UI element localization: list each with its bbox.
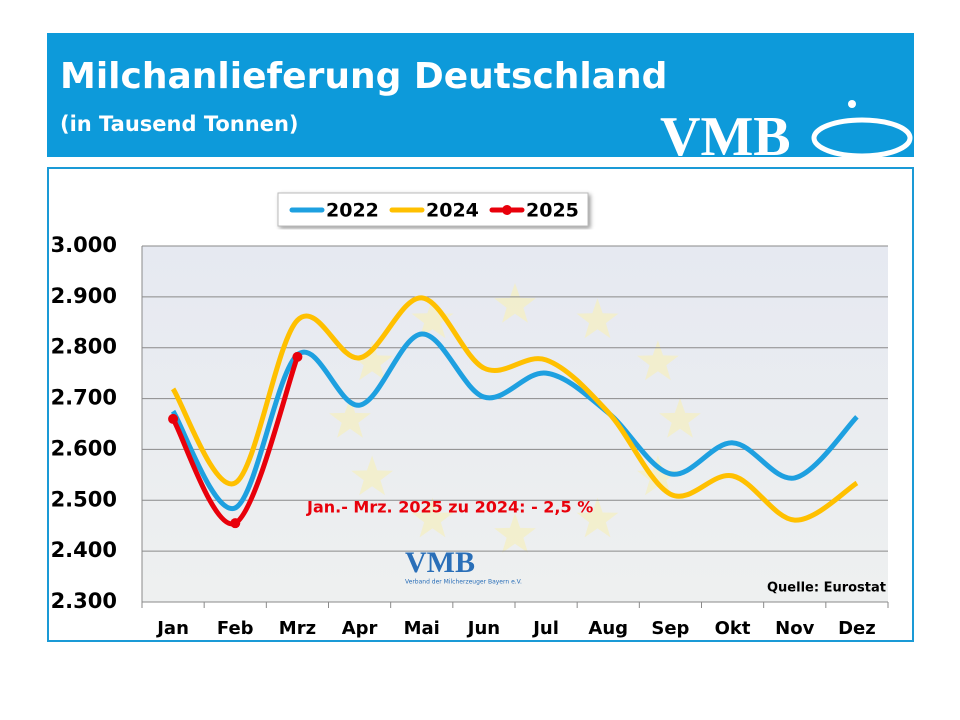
star [576,497,619,538]
y-tick-label: 2.700 [51,386,117,410]
x-tick-label: Jun [466,618,500,639]
x-tick-label: Jul [531,618,559,639]
source: Quelle: Eurostat [767,581,886,596]
x-tick-label: Dez [838,618,876,639]
star [351,340,394,381]
star [329,398,371,438]
series-line [170,331,859,511]
x-tick-label: Okt [715,618,751,639]
x-tick-label: Mai [404,618,440,639]
logo-swoosh [811,117,913,157]
star [636,340,679,381]
x-tick-label: Feb [217,618,254,639]
star [659,398,701,438]
y-tick-label: 2.400 [51,538,117,562]
logo-dot [848,100,856,108]
series-marker [230,518,241,529]
logo: VMB [660,106,791,168]
y-tick-label: 2.800 [51,335,117,359]
annotation: Jan.- Mrz. 2025 zu 2024: - 2,5 % [306,498,593,517]
star [351,455,394,496]
star [494,283,536,323]
y-tick-label: 2.900 [51,284,117,308]
eu-stars [329,283,701,553]
series-line [170,295,859,523]
star [636,455,679,496]
star [411,497,454,538]
legend [277,192,589,227]
watermark-logo: VMB [405,546,475,579]
y-tick-label: 2.300 [51,589,117,613]
y-tick-label: 2.500 [51,487,117,511]
header [47,33,914,157]
star [494,513,536,553]
legend-label: 2024 [426,200,479,222]
x-tick-label: Jan [155,618,189,639]
subtitle: (in Tausend Tonnen) [60,112,299,136]
x-tick-label: Sep [651,618,689,639]
series-marker [292,351,303,362]
x-tick-label: Mrz [279,618,316,639]
y-tick-label: 2.600 [51,436,117,460]
star [576,298,619,339]
y-tick-label: 3.000 [51,233,117,257]
x-tick-label: Apr [342,618,378,639]
legend-marker [502,205,512,215]
x-tick-label: Aug [588,618,628,639]
x-tick-label: Nov [775,618,814,639]
legend-label: 2025 [526,200,579,222]
series-marker [168,413,179,424]
legend-label: 2022 [326,200,379,222]
star [411,298,454,339]
watermark-caption: Verband der Milcherzeuger Bayern e.V. [405,579,522,586]
title: Milchanlieferung Deutschland [60,56,667,97]
